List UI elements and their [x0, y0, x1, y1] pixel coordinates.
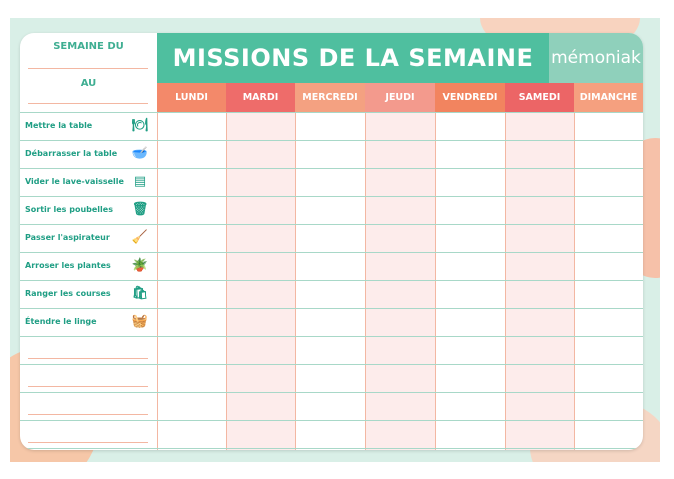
week-to-label: AU [80, 78, 97, 89]
blank-task-line[interactable] [28, 386, 148, 387]
task-label: Débarrasser la table [25, 149, 118, 158]
brand-logo: mémoniak [549, 33, 643, 83]
row-divider [20, 224, 643, 225]
dishes-icon: 🥣 [131, 146, 149, 161]
row-divider [20, 168, 643, 169]
day-header-dimanche: DIMANCHE [574, 83, 643, 112]
day-header-vendredi: VENDREDI [435, 83, 505, 112]
day-column[interactable] [295, 112, 366, 450]
task-row: Mettre la table 🍽 [25, 112, 153, 140]
vacuum-icon: 🧹 [131, 230, 149, 245]
task-label: Mettre la table [25, 121, 93, 130]
grocery-bag-icon: 🛍 [131, 286, 149, 301]
task-label: Vider le lave-vaisselle [25, 177, 124, 186]
week-from-label: SEMAINE DU [53, 41, 124, 52]
task-row: Sortir les poubelles 🗑 [25, 196, 153, 224]
week-to-line[interactable] [28, 103, 148, 104]
dishwasher-icon: ▤ [133, 174, 147, 189]
day-column[interactable] [365, 112, 436, 450]
day-column[interactable] [157, 112, 227, 450]
task-label: Passer l'aspirateur [25, 233, 110, 242]
page-title: MISSIONS DE LA SEMAINE [157, 33, 549, 83]
row-divider [20, 392, 643, 393]
day-header-mardi: MARDI [226, 83, 295, 112]
task-row: Étendre le linge 🧺 [25, 308, 153, 336]
row-divider [20, 420, 643, 421]
chore-chart: SEMAINE DU AU MISSIONS DE LA SEMAINE mém… [20, 33, 643, 450]
task-label: Ranger les courses [25, 289, 111, 298]
task-label: Sortir les poubelles [25, 205, 113, 214]
week-from-line[interactable] [28, 68, 148, 69]
row-divider [20, 308, 643, 309]
task-label: Étendre le linge [25, 317, 97, 326]
row-divider [20, 280, 643, 281]
task-row: Passer l'aspirateur 🧹 [25, 224, 153, 252]
row-divider [20, 252, 643, 253]
row-divider [20, 336, 643, 337]
task-label: Arroser les plantes [25, 261, 111, 270]
plate-icon: 🍽 [131, 118, 149, 133]
day-header-mercredi: MERCREDI [295, 83, 365, 112]
day-column[interactable] [226, 112, 296, 450]
task-row: Débarrasser la table 🥣 [25, 140, 153, 168]
day-column[interactable] [574, 112, 643, 450]
trash-bin-icon: 🗑 [131, 202, 149, 217]
row-divider [20, 140, 643, 141]
day-column[interactable] [505, 112, 575, 450]
task-row: Arroser les plantes 🪴 [25, 252, 153, 280]
blank-task-line[interactable] [28, 414, 148, 415]
row-divider [20, 196, 643, 197]
blank-task-line[interactable] [28, 442, 148, 443]
blank-task-line[interactable] [28, 358, 148, 359]
row-divider [20, 112, 643, 113]
row-divider [20, 364, 643, 365]
day-header-jeudi: JEUDI [365, 83, 435, 112]
plant-icon: 🪴 [131, 258, 149, 273]
day-header-samedi: SAMEDI [505, 83, 574, 112]
day-header-lundi: LUNDI [157, 83, 226, 112]
task-row: Vider le lave-vaisselle ▤ [25, 168, 153, 196]
laundry-icon: 🧺 [131, 314, 149, 329]
row-divider [20, 448, 643, 449]
day-column[interactable] [435, 112, 506, 450]
task-row: Ranger les courses 🛍 [25, 280, 153, 308]
